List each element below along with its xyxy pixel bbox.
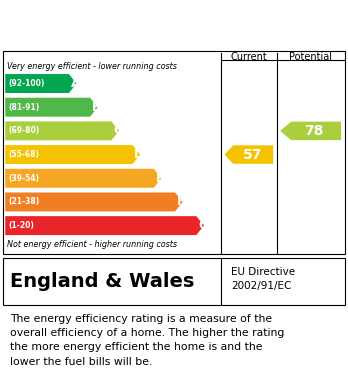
Polygon shape <box>5 216 204 235</box>
Text: Current: Current <box>230 52 267 62</box>
Text: Not energy efficient - higher running costs: Not energy efficient - higher running co… <box>7 240 177 249</box>
Text: The energy efficiency rating is a measure of the
overall efficiency of a home. T: The energy efficiency rating is a measur… <box>10 314 285 367</box>
Text: G: G <box>198 219 208 232</box>
Text: E: E <box>156 172 164 185</box>
Polygon shape <box>224 145 273 164</box>
Text: Energy Efficiency Rating: Energy Efficiency Rating <box>10 15 251 34</box>
Polygon shape <box>5 121 119 140</box>
Text: Very energy efficient - lower running costs: Very energy efficient - lower running co… <box>7 62 177 71</box>
Text: A: A <box>71 77 80 90</box>
Polygon shape <box>5 169 161 188</box>
Text: Potential: Potential <box>289 52 332 62</box>
Polygon shape <box>5 192 183 212</box>
Text: (69-80): (69-80) <box>9 126 40 135</box>
Polygon shape <box>280 122 341 140</box>
Text: C: C <box>113 124 122 137</box>
Polygon shape <box>5 74 77 93</box>
Text: 78: 78 <box>304 124 324 138</box>
Text: (92-100): (92-100) <box>9 79 45 88</box>
Polygon shape <box>5 145 140 164</box>
Polygon shape <box>5 98 98 117</box>
Text: (21-38): (21-38) <box>9 197 40 206</box>
Text: England & Wales: England & Wales <box>10 272 195 291</box>
Text: F: F <box>177 196 185 208</box>
Text: (39-54): (39-54) <box>9 174 40 183</box>
Text: (81-91): (81-91) <box>9 103 40 112</box>
Text: (55-68): (55-68) <box>9 150 40 159</box>
Text: D: D <box>134 148 144 161</box>
Text: 57: 57 <box>243 147 262 161</box>
Text: EU Directive
2002/91/EC: EU Directive 2002/91/EC <box>231 267 295 291</box>
Text: (1-20): (1-20) <box>9 221 34 230</box>
Text: B: B <box>92 101 101 114</box>
